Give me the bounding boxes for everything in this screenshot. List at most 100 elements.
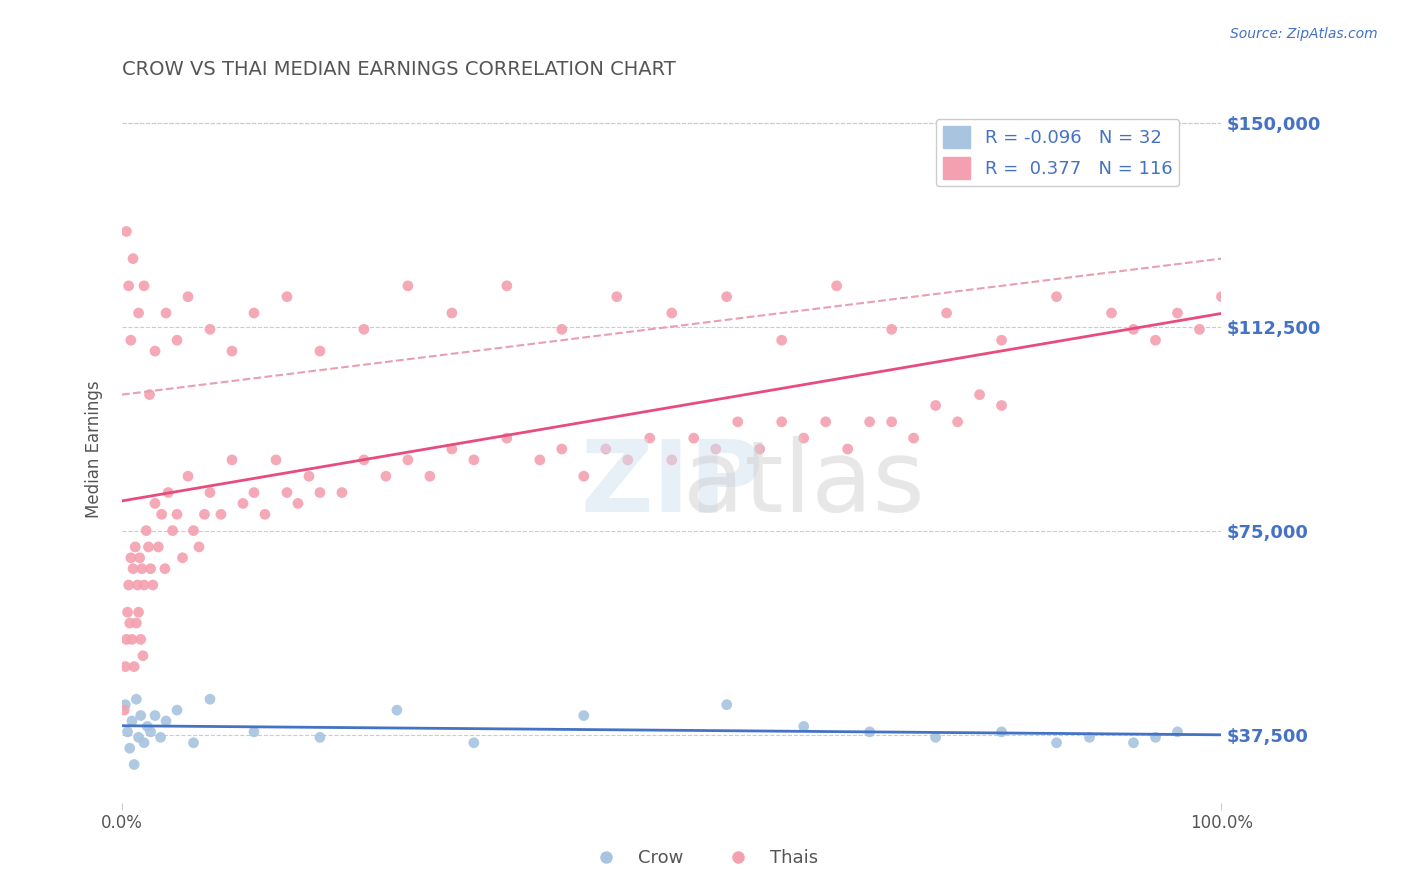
Point [990, 399, 1012, 413]
Point [572, 708, 595, 723]
Point [139, 724, 162, 739]
Point [924, 731, 946, 745]
Point [793, 431, 815, 445]
Point [727, 415, 749, 429]
Point [551, 322, 574, 336]
Point [166, 508, 188, 522]
Point [122, 757, 145, 772]
Point [396, 278, 419, 293]
Point [814, 415, 837, 429]
Point [117, 724, 139, 739]
Point [298, 469, 321, 483]
Point [198, 692, 221, 706]
Point [120, 333, 142, 347]
Point [1144, 333, 1167, 347]
Legend: Crow, Thais: Crow, Thais [581, 842, 825, 874]
Point [148, 540, 170, 554]
Point [135, 524, 157, 538]
Point [385, 703, 408, 717]
Point [125, 692, 148, 706]
Point [232, 496, 254, 510]
Point [1078, 731, 1101, 745]
Point [122, 562, 145, 576]
Point [551, 442, 574, 456]
Point [606, 290, 628, 304]
Point [353, 322, 375, 336]
Point [149, 731, 172, 745]
Point [153, 562, 176, 576]
Point [440, 442, 463, 456]
Point [221, 453, 243, 467]
Point [1045, 736, 1067, 750]
Point [121, 632, 143, 647]
Point [353, 453, 375, 467]
Point [122, 252, 145, 266]
Point [309, 344, 332, 359]
Point [859, 724, 882, 739]
Point [128, 605, 150, 619]
Point [118, 741, 141, 756]
Point [463, 453, 485, 467]
Point [330, 485, 353, 500]
Legend: R = -0.096   N = 32, R =  0.377   N = 116: R = -0.096 N = 32, R = 0.377 N = 116 [936, 119, 1180, 186]
Point [166, 333, 188, 347]
Point [118, 616, 141, 631]
Point [1101, 306, 1123, 320]
Point [595, 442, 617, 456]
Point [661, 306, 683, 320]
Text: Source: ZipAtlas.com: Source: ZipAtlas.com [1230, 27, 1378, 41]
Point [463, 736, 485, 750]
Point [166, 703, 188, 717]
Point [129, 632, 152, 647]
Point [138, 387, 160, 401]
Point [1188, 322, 1211, 336]
Point [183, 736, 205, 750]
Point [704, 442, 727, 456]
Point [155, 714, 177, 728]
Point [114, 659, 136, 673]
Point [748, 442, 770, 456]
Point [132, 278, 155, 293]
Point [617, 453, 640, 467]
Point [276, 485, 298, 500]
Point [172, 550, 194, 565]
Point [120, 550, 142, 565]
Point [1166, 724, 1188, 739]
Point [716, 698, 738, 712]
Point [990, 333, 1012, 347]
Point [1122, 736, 1144, 750]
Point [143, 344, 166, 359]
Point [177, 290, 200, 304]
Point [117, 278, 139, 293]
Point [124, 540, 146, 554]
Point [128, 731, 150, 745]
Point [193, 508, 215, 522]
Point [136, 719, 159, 733]
Point [946, 415, 969, 429]
Point [198, 322, 221, 336]
Point [112, 703, 135, 717]
Point [125, 616, 148, 631]
Point [495, 431, 517, 445]
Point [396, 453, 419, 467]
Point [880, 415, 903, 429]
Point [529, 453, 551, 467]
Point [837, 442, 859, 456]
Point [440, 306, 463, 320]
Point [132, 648, 155, 663]
Point [682, 431, 704, 445]
Point [117, 605, 139, 619]
Point [117, 578, 139, 592]
Point [114, 698, 136, 712]
Text: atlas: atlas [683, 436, 925, 533]
Point [309, 731, 332, 745]
Point [253, 508, 276, 522]
Point [115, 224, 138, 238]
Point [638, 431, 661, 445]
Point [990, 724, 1012, 739]
Point [127, 578, 149, 592]
Point [131, 562, 153, 576]
Point [243, 306, 266, 320]
Point [177, 469, 200, 483]
Point [143, 496, 166, 510]
